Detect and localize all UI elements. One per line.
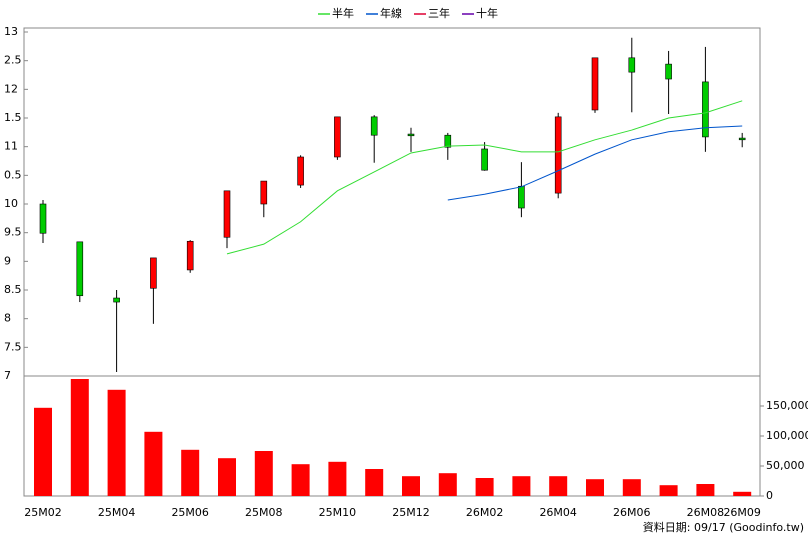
candle-body — [186, 240, 194, 271]
price-panel — [23, 27, 761, 377]
legend-label: 年線 — [380, 6, 402, 20]
y-tick-label: 7 — [4, 369, 11, 382]
candle-body — [518, 185, 525, 209]
x-tick-label: 26M08 — [687, 506, 725, 519]
y-tick-label: 0.5 — [4, 168, 22, 181]
y-tick-label: 10 — [4, 197, 18, 210]
volume-bar — [291, 464, 310, 496]
candle-body — [260, 180, 268, 205]
ma-line — [226, 100, 743, 255]
volume-bar — [438, 473, 457, 496]
volume-bar — [586, 479, 604, 496]
candle-body — [113, 297, 120, 303]
x-tick-label: 26M04 — [539, 506, 577, 519]
volume-bar — [328, 461, 347, 496]
x-tick-label: 25M04 — [98, 506, 136, 519]
ma-line — [447, 125, 743, 201]
volume-bar — [254, 451, 273, 496]
candle-body — [702, 81, 709, 138]
candle-body — [738, 137, 746, 141]
y-tick-label: 12 — [4, 82, 18, 95]
volume-bar — [696, 484, 715, 496]
candle-body — [297, 156, 304, 186]
volume-panel — [23, 375, 761, 497]
x-tick-label: 25M02 — [24, 506, 62, 519]
volume-bar — [181, 449, 200, 496]
y-tick-label: 9 — [4, 254, 11, 267]
volume-bar — [622, 479, 641, 496]
footer: 資料日期: 09/17 (Goodinfo.tw) — [643, 520, 804, 534]
y-tick-label: 2.5 — [4, 54, 22, 67]
candle-body — [407, 133, 415, 137]
x-tick-label: 25M06 — [171, 506, 209, 519]
candle-body — [223, 190, 231, 238]
candle-body — [444, 134, 452, 148]
x-tick-label: 25M10 — [319, 506, 357, 519]
y2-tick-label: 100,000 — [766, 429, 808, 442]
y-tick-label: 1.5 — [4, 111, 22, 124]
x-tick-label: 25M12 — [392, 506, 430, 519]
y2-tick-label: 50,000 — [766, 459, 805, 472]
volume-bar — [144, 431, 163, 496]
y-tick-label: 11 — [4, 140, 18, 153]
y-tick-label: 13 — [4, 25, 18, 38]
candle-body — [665, 63, 672, 80]
x-tick-label: 26M09 — [723, 506, 761, 519]
volume-bar — [512, 476, 531, 496]
volume-bar — [34, 407, 52, 496]
candle-body — [481, 148, 488, 171]
volume-bar — [365, 469, 384, 496]
legend-label: 半年 — [332, 6, 354, 20]
candle-body — [370, 116, 378, 136]
candle-body — [150, 257, 157, 289]
x-tick-label: 26M06 — [613, 506, 651, 519]
y-tick-label: 7.5 — [4, 340, 22, 353]
x-tick-label: 26M02 — [466, 506, 504, 519]
candle-body — [554, 116, 562, 194]
volume-bar — [402, 476, 420, 496]
candle-body — [39, 203, 47, 234]
volume-bar — [475, 478, 494, 496]
y-tick-label: 9.5 — [4, 226, 22, 239]
y2-tick-label: 150,000 — [766, 399, 808, 412]
candle-body — [628, 57, 636, 73]
y-tick-label: 8 — [4, 312, 11, 325]
y2-tick-label: 0 — [766, 489, 773, 502]
legend-label: 三年 — [428, 6, 450, 20]
candle-body — [76, 241, 84, 297]
legend-label: 十年 — [476, 6, 498, 20]
y-tick-label: 8.5 — [4, 283, 22, 296]
volume-bar — [733, 491, 752, 496]
candle-body — [591, 57, 599, 111]
volume-bar — [70, 379, 89, 496]
volume-bar — [107, 389, 126, 496]
volume-bar — [218, 458, 236, 496]
x-tick-label: 25M08 — [245, 506, 283, 519]
volume-bar — [549, 476, 568, 496]
volume-bar — [659, 485, 678, 496]
candle-body — [334, 116, 341, 158]
